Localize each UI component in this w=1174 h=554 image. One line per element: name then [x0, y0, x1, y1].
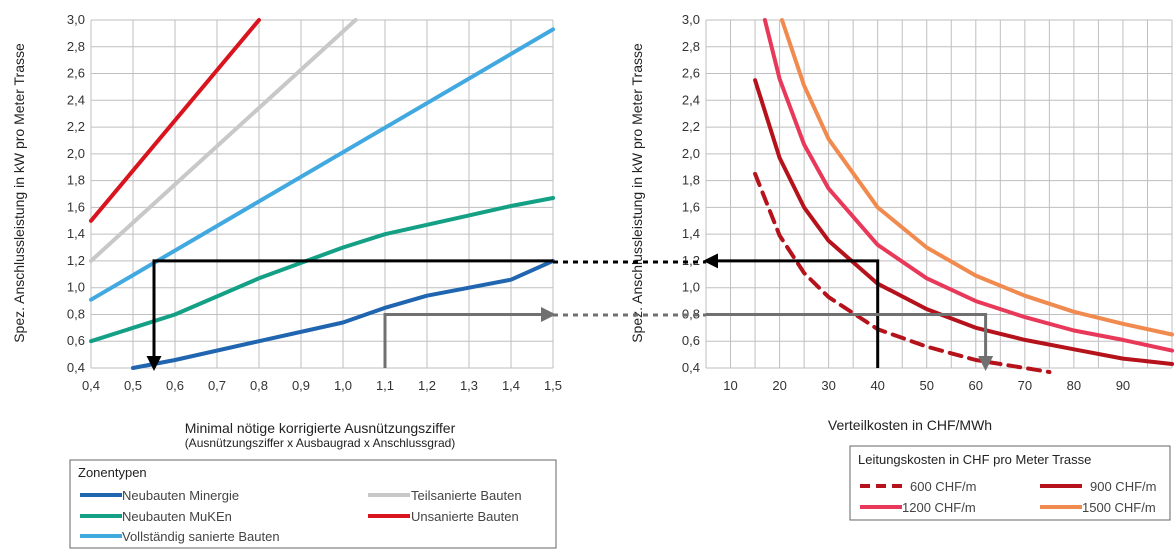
left-ytick-label: 2,8 [67, 39, 85, 54]
legend-label-900: 900 CHF/m [1090, 479, 1156, 494]
left-series-line-3 [91, 29, 553, 299]
left-y-axis-title: Spez. Anschlussleistung in kW pro Meter … [11, 43, 27, 343]
legend-label-vollsaniert: Vollständig sanierte Bauten [122, 529, 280, 544]
left-ytick-label: 1,4 [67, 226, 85, 241]
right-ytick-label: 2,2 [682, 119, 700, 134]
right-series-line-3 [765, 20, 1172, 351]
legend-label-unsaniert: Unsanierte Bauten [411, 509, 519, 524]
right-xtick-label: 70 [1018, 378, 1032, 393]
right-legend: Leitungskosten in CHF pro Meter Trasse 6… [850, 446, 1170, 520]
left-xtick-label: 0,4 [82, 378, 100, 393]
right-series [755, 20, 1172, 372]
legend-label-teilsaniert: Teilsanierte Bauten [411, 488, 522, 503]
right-ytick-label: 0,4 [682, 360, 700, 375]
left-ytick-label: 1,6 [67, 199, 85, 214]
right-xtick-label: 80 [1067, 378, 1081, 393]
right-xtick-labels: 10 20 30 40 50 60 70 80 90 [723, 378, 1130, 393]
legend-label-600: 600 CHF/m [910, 479, 976, 494]
left-xtick-label: 1,2 [418, 378, 436, 393]
legend-label-1200: 1200 CHF/m [902, 500, 976, 515]
right-ytick-label: 2,0 [682, 146, 700, 161]
right-ytick-label: 1,4 [682, 226, 700, 241]
left-xtick-labels: 0,4 0,5 0,6 0,7 0,8 0,9 1,0 1,1 1,2 1,3 1,4 1,5 [82, 378, 562, 393]
left-ytick-label: 2,6 [67, 66, 85, 81]
left-x-axis-title: Minimal nötige korrigierte Ausnützungszi… [185, 420, 456, 436]
left-x-axis-subtitle: (Ausnützungsziffer x Ausbaugrad x Anschl… [185, 436, 456, 450]
right-xtick-label: 30 [821, 378, 835, 393]
left-xtick-label: 1,0 [334, 378, 352, 393]
right-xtick-label: 50 [920, 378, 934, 393]
legend-label-minergie: Neubauten Minergie [122, 488, 239, 503]
right-legend-title: Leitungskosten in CHF pro Meter Trasse [858, 452, 1091, 467]
right-ytick-label: 2,6 [682, 66, 700, 81]
right-chart: 0,40,60,81,01,21,41,61,82,02,22,42,62,83… [629, 12, 1172, 433]
left-ytick-label: 0,4 [67, 360, 85, 375]
right-ytick-labels: 0,40,60,81,01,21,41,61,82,02,22,42,62,83… [682, 12, 700, 375]
left-ytick-label: 1,2 [67, 253, 85, 268]
right-ytick-label: 3,0 [682, 12, 700, 27]
left-xtick-label: 0,8 [250, 378, 268, 393]
right-ytick-label: 1,2 [682, 253, 700, 268]
left-ytick-label: 2,0 [67, 146, 85, 161]
right-ytick-label: 1,8 [682, 173, 700, 188]
left-xtick-label: 1,1 [376, 378, 394, 393]
left-series-line-4 [91, 20, 356, 261]
left-legend: Zonentypen Neubauten Minergie Teilsanier… [70, 460, 556, 548]
left-ytick-labels: 0,4 0,6 0,8 1,0 1,2 1,4 1,6 1,8 2,0 2,2 2,4 2,6 2,8 3… [67, 12, 85, 375]
right-ytick-label: 1,6 [682, 199, 700, 214]
left-xtick-label: 0,9 [292, 378, 310, 393]
right-ytick-label: 2,8 [682, 39, 700, 54]
left-xtick-label: 1,4 [502, 378, 520, 393]
left-xtick-label: 0,7 [208, 378, 226, 393]
left-ytick-label: 1,8 [67, 173, 85, 188]
left-ytick-label: 0,8 [67, 306, 85, 321]
left-chart: 0,4 0,6 0,8 1,0 1,2 1,4 1,6 1,8 2,0 2,2 2,4 2,6 2,8 3… [11, 12, 562, 450]
right-ytick-label: 1,0 [682, 280, 700, 295]
left-ytick-label: 0,6 [67, 333, 85, 348]
left-xtick-label: 0,6 [166, 378, 184, 393]
left-series-line-2 [91, 198, 553, 341]
left-xtick-label: 1,3 [460, 378, 478, 393]
right-xtick-label: 10 [723, 378, 737, 393]
left-xtick-label: 0,5 [124, 378, 142, 393]
left-ytick-label: 2,2 [67, 119, 85, 134]
right-ytick-label: 0,6 [682, 333, 700, 348]
right-xtick-label: 60 [969, 378, 983, 393]
right-xtick-label: 90 [1116, 378, 1130, 393]
left-ytick-label: 1,0 [67, 280, 85, 295]
right-y-axis-title: Spez. Anschlussleistung in kW pro Meter … [629, 43, 645, 343]
left-ytick-label: 2,4 [67, 92, 85, 107]
legend-label-1500: 1500 CHF/m [1082, 500, 1156, 515]
legend-label-muken: Neubauten MuKEn [122, 509, 232, 524]
left-xtick-label: 1,5 [544, 378, 562, 393]
right-xtick-label: 40 [870, 378, 884, 393]
right-xtick-label: 20 [772, 378, 786, 393]
left-ytick-label: 3,0 [67, 12, 85, 27]
left-legend-title: Zonentypen [78, 465, 147, 480]
right-x-axis-title: Verteilkosten in CHF/MWh [828, 417, 992, 433]
right-ytick-label: 2,4 [682, 92, 700, 107]
